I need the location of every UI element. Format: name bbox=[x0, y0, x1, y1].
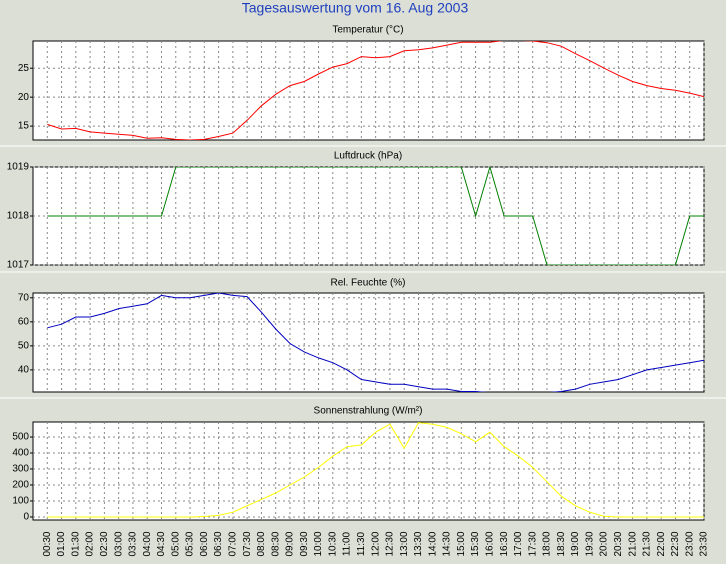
x-tick-label: 08:30 bbox=[270, 531, 281, 556]
x-tick-label: 10:30 bbox=[327, 531, 338, 556]
x-tick-label: 00:30 bbox=[42, 531, 53, 556]
x-tick-label: 03:30 bbox=[128, 531, 139, 556]
x-tick-label: 13:30 bbox=[413, 531, 424, 556]
x-tick-label: 05:30 bbox=[185, 531, 196, 556]
x-tick-label: 11:30 bbox=[356, 531, 367, 556]
x-tick-label: 04:30 bbox=[156, 531, 167, 556]
chart-title: Rel. Feuchte (%) bbox=[330, 278, 405, 289]
x-tick-label: 14:00 bbox=[427, 531, 438, 556]
x-tick-label: 07:00 bbox=[228, 531, 239, 556]
y-tick-label: 400 bbox=[12, 448, 29, 459]
y-tick-label: 0 bbox=[23, 512, 29, 523]
y-tick-label: 200 bbox=[12, 480, 29, 491]
x-tick-label: 21:30 bbox=[642, 531, 653, 556]
x-tick-label: 06:30 bbox=[213, 531, 224, 556]
x-tick-label: 18:00 bbox=[542, 531, 553, 556]
x-tick-label: 19:30 bbox=[584, 531, 595, 556]
x-tick-label: 01:00 bbox=[56, 531, 67, 556]
x-tick-label: 20:30 bbox=[613, 531, 624, 556]
x-tick-label: 21:00 bbox=[627, 531, 638, 556]
y-tick-label: 300 bbox=[12, 464, 29, 475]
x-tick-label: 15:30 bbox=[470, 531, 481, 556]
y-tick-label: 500 bbox=[12, 432, 29, 443]
x-tick-label: 12:30 bbox=[385, 531, 396, 556]
x-tick-label: 02:00 bbox=[85, 531, 96, 556]
x-tick-label: 23:30 bbox=[699, 531, 710, 556]
x-tick-label: 06:00 bbox=[199, 531, 210, 556]
x-tick-label: 16:30 bbox=[499, 531, 510, 556]
y-tick-label: 50 bbox=[18, 341, 30, 352]
x-tick-label: 11:00 bbox=[342, 531, 353, 556]
x-tick-label: 02:30 bbox=[99, 531, 110, 556]
page-title: Tagesauswertung vom 16. Aug 2003 bbox=[242, 0, 469, 16]
x-tick-label: 16:00 bbox=[484, 531, 495, 556]
x-tick-label: 23:00 bbox=[684, 531, 695, 556]
x-tick-label: 22:30 bbox=[670, 531, 681, 556]
x-tick-label: 17:00 bbox=[513, 531, 524, 556]
plot-area bbox=[32, 292, 705, 393]
y-tick-label: 25 bbox=[18, 63, 30, 74]
y-tick-label: 15 bbox=[18, 121, 30, 132]
chart-title: Temperatur (°C) bbox=[332, 25, 403, 36]
data-line bbox=[47, 41, 704, 140]
chart-title: Luftdruck (hPa) bbox=[334, 151, 402, 162]
x-tick-label: 09:30 bbox=[299, 531, 310, 556]
x-tick-label: 01:30 bbox=[70, 531, 81, 556]
x-tick-label: 07:30 bbox=[242, 531, 253, 556]
x-tick-label: 03:00 bbox=[113, 531, 124, 556]
x-tick-label: 13:00 bbox=[399, 531, 410, 556]
y-tick-label: 1019 bbox=[7, 162, 30, 173]
y-tick-label: 100 bbox=[12, 496, 29, 507]
y-tick-label: 1017 bbox=[7, 260, 30, 271]
x-tick-label: 04:00 bbox=[142, 531, 153, 556]
data-line bbox=[47, 293, 704, 392]
x-tick-label: 17:30 bbox=[527, 531, 538, 556]
x-tick-label: 14:30 bbox=[442, 531, 453, 556]
y-tick-label: 40 bbox=[18, 365, 30, 376]
x-tick-label: 22:00 bbox=[656, 531, 667, 556]
data-line bbox=[47, 422, 704, 518]
y-tick-label: 60 bbox=[18, 316, 30, 327]
x-tick-label: 18:30 bbox=[556, 531, 567, 556]
x-tick-label: 20:00 bbox=[599, 531, 610, 556]
data-line bbox=[47, 167, 704, 265]
y-tick-label: 70 bbox=[18, 292, 30, 303]
x-tick-label: 19:00 bbox=[570, 531, 581, 556]
x-tick-label: 12:00 bbox=[370, 531, 381, 556]
x-tick-label: 15:00 bbox=[456, 531, 467, 556]
x-tick-label: 08:00 bbox=[256, 531, 267, 556]
chart-title: Sonnenstrahlung (W/m²) bbox=[314, 406, 423, 417]
y-tick-label: 1018 bbox=[7, 211, 30, 222]
plot-area bbox=[32, 40, 705, 141]
x-tick-label: 10:00 bbox=[313, 531, 324, 556]
y-tick-label: 20 bbox=[18, 92, 30, 103]
x-tick-label: 05:00 bbox=[170, 531, 181, 556]
x-tick-label: 09:00 bbox=[285, 531, 296, 556]
